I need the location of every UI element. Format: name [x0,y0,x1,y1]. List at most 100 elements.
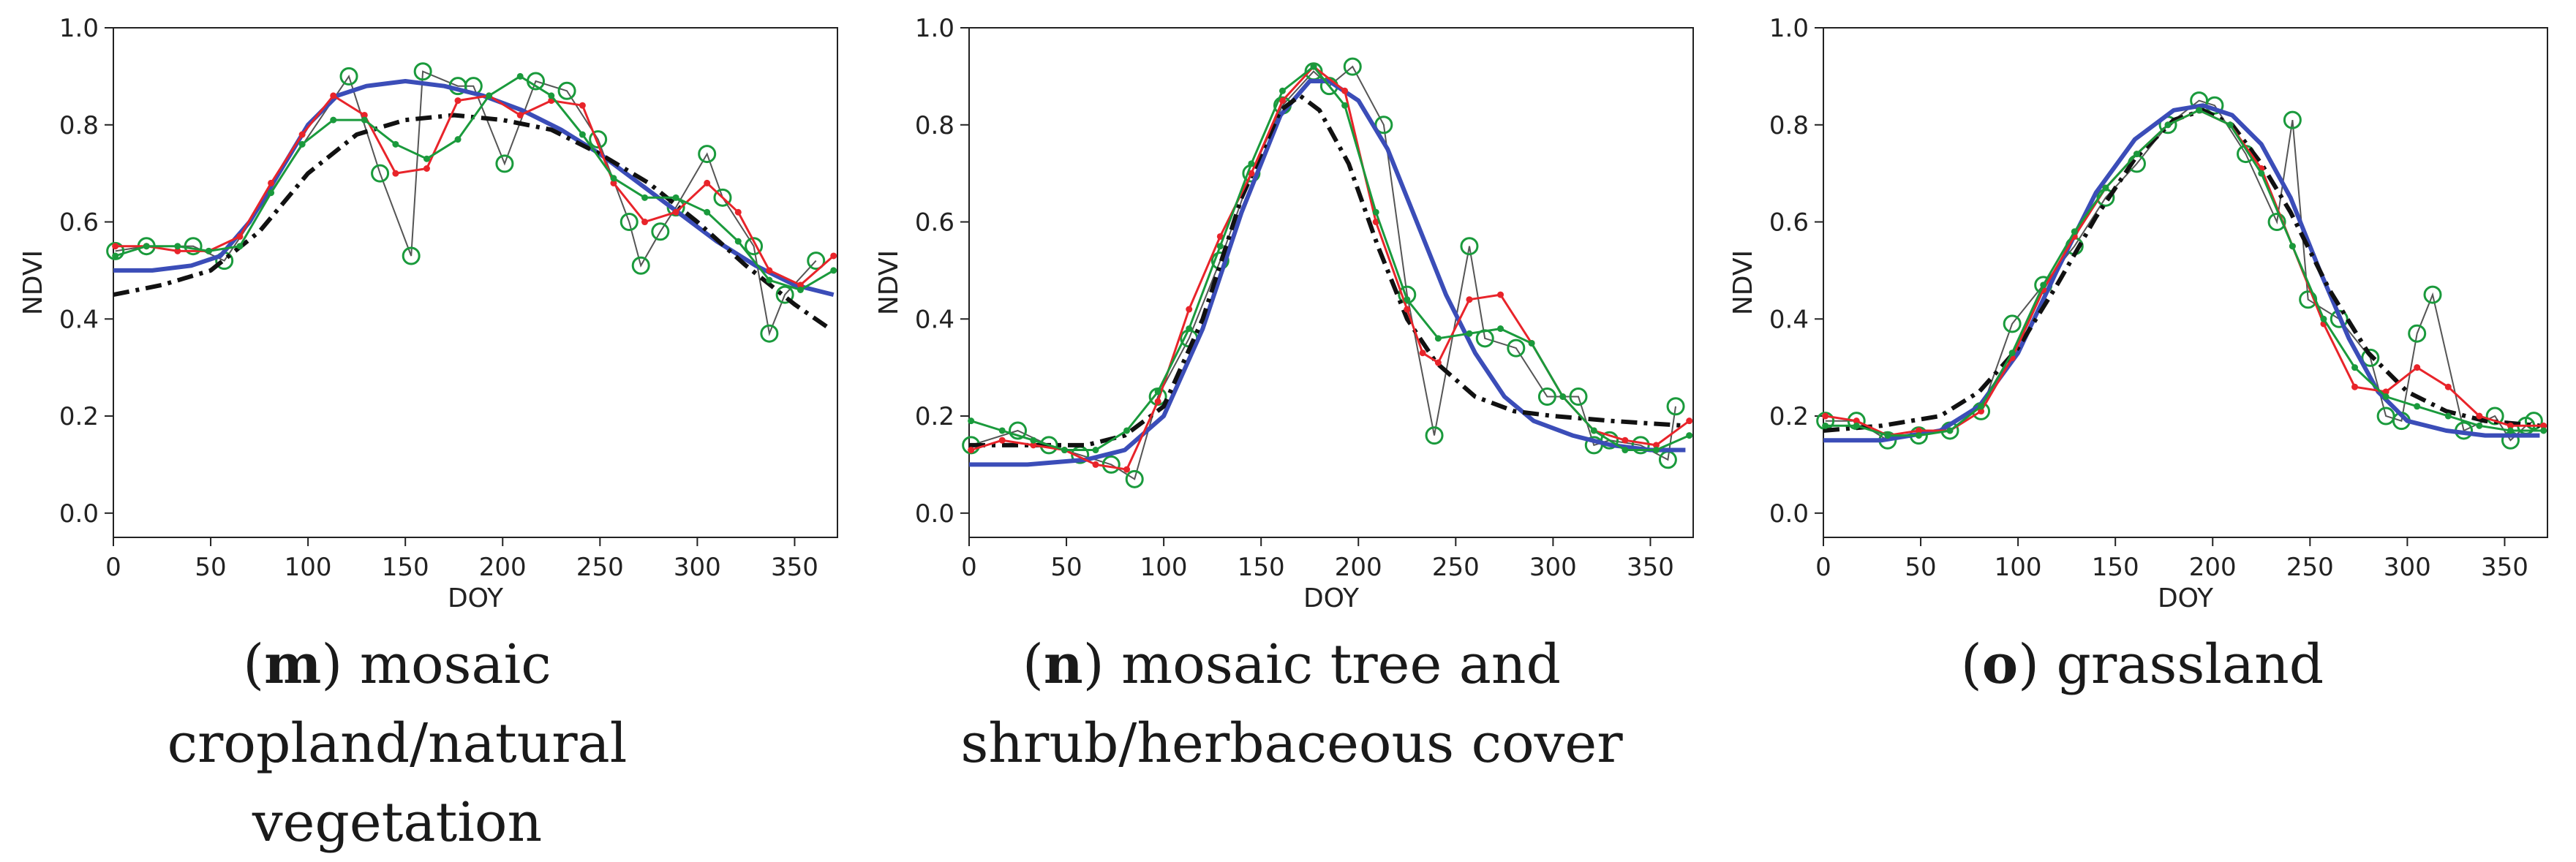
series-point-green [1528,339,1535,347]
x-tick-label: 0 [105,553,121,582]
series-point-green [1686,432,1693,439]
chart-panel-o: 0 50 100 150 200 250 300 350 0.0 0.2 0.4 0.6 0.8 1.0 D… [1728,14,2548,613]
y-tick-label: 0.0 [915,499,954,529]
series-point-green [830,267,837,274]
series-point-green [796,286,804,293]
series-point-red [1372,219,1379,226]
x-tick-label: 300 [1529,553,1577,582]
raw-observation-marker [371,164,390,183]
series-point-green [143,243,150,250]
series-point-green [486,92,493,99]
x-tick-label: 150 [382,553,429,582]
series-point-green [236,243,244,250]
series-point-red [766,267,773,274]
raw-observation-marker [1537,387,1556,406]
raw-observation-marker [1507,339,1526,358]
series-point-red [298,131,306,138]
x-tick-label: 250 [576,553,624,582]
x-tick-label: 50 [195,553,226,582]
series-point-red [1123,466,1131,473]
series-point-red [1915,427,1922,434]
series-point-green [2351,364,2359,371]
series-point-red [112,243,119,250]
series-point-green [1092,447,1099,454]
series-point-green [423,155,430,162]
plot-frame [113,27,838,538]
raw-observation-marker [1009,421,1028,440]
y-tick-label: 0.6 [1769,208,1809,238]
plot-frame [968,27,1694,538]
series-point-red [1853,417,1860,425]
series-point-green [1497,325,1504,333]
series-line-green [971,65,1690,451]
series-line-red [115,94,835,287]
series-point-green [734,238,742,245]
raw-observation-marker [2485,407,2504,426]
raw-observation-marker [589,130,608,149]
series-point-red [968,447,975,454]
caption-n: (n) mosaic tree and shrub/herbaceous cov… [926,625,1657,783]
series-point-red [2507,422,2514,429]
series-point-red [2351,383,2359,390]
series-point-red [1652,442,1660,449]
raw-observation-marker [1600,431,1619,450]
raw-observation-marker [631,256,650,275]
series-point-green [205,247,212,254]
series-point-red [1404,306,1411,313]
raw-observation-marker [1631,436,1650,455]
series-point-red [2382,388,2389,396]
series-point-green [454,136,462,143]
series-line-dashdot [113,113,832,331]
series-point-red [1092,461,1099,468]
series-line-green [1825,109,2544,437]
raw-observation-marker [2003,314,2022,333]
series-point-red [1497,291,1504,298]
series-point-green [174,243,181,250]
y-tick-label: 0.4 [1769,305,1809,334]
x-tick-label: 250 [1432,553,1480,582]
series-point-red [1822,412,1829,420]
series-point-red [1278,97,1286,105]
series-point-red [796,281,804,289]
caption-letter: n [1043,633,1083,696]
series-point-red [1341,87,1349,94]
raw-observation-marker [807,252,826,271]
series-point-green [998,427,1006,434]
series-point-red [2414,364,2421,371]
x-tick-label: 50 [1905,553,1936,582]
series-point-green [268,189,275,197]
series-point-green [1123,427,1131,434]
x-axis-label: DOY [2158,583,2214,613]
y-tick-label: 1.0 [1769,14,1809,43]
series-point-green [2444,412,2452,420]
raw-observation-marker [775,285,794,304]
series-point-red [1978,407,1985,415]
series-point-red [174,247,181,254]
series-point-green [2476,422,2483,429]
series-point-green [548,92,555,99]
series-point-red [734,208,742,216]
series-point-green [1652,447,1660,454]
series-point-red [2444,383,2452,390]
series-point-green [1946,427,1954,434]
series-line-raw [1825,99,2534,442]
y-tick-label: 0.2 [1769,402,1809,431]
x-tick-label: 250 [2286,553,2334,582]
raw-observation-marker [1460,237,1479,256]
raw-observation-marker [1125,469,1144,488]
series-point-red [268,179,275,186]
series-point-green [2196,107,2203,114]
series-point-green [361,116,368,124]
plot-frame [1823,27,2548,538]
series-line-blue [969,79,1686,467]
caption-text: grassland [2056,633,2324,696]
series-point-green [641,194,649,201]
series-line-dashdot [969,93,1686,447]
series-point-red [1466,296,1473,303]
raw-observation-marker [1101,455,1121,474]
series-point-green [1559,393,1567,400]
raw-observation-marker [184,237,203,256]
series-point-red [579,102,586,109]
raw-observation-marker [713,188,732,207]
x-axis-label: DOY [448,583,504,613]
